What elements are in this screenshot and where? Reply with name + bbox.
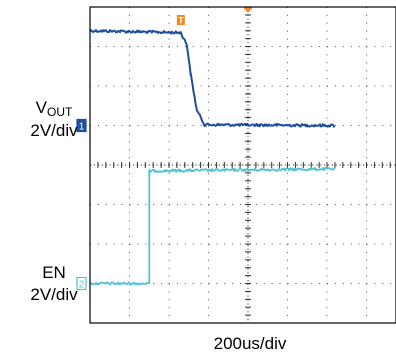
trace-vout	[89, 29, 336, 128]
traces: 12	[76, 29, 336, 291]
x-axis-label: 200us/div	[213, 334, 287, 353]
channel-2-marker	[76, 276, 87, 291]
graticule	[90, 7, 396, 324]
channel-1-marker	[76, 118, 87, 133]
channel-2-marker-label: 2	[79, 280, 85, 291]
markers: T	[176, 7, 253, 26]
vout-label: VOUT	[22, 98, 86, 122]
en-label: EN	[42, 263, 66, 282]
trigger-marker	[176, 15, 185, 25]
trace-en	[89, 166, 336, 286]
vout-label-sub: OUT	[47, 105, 73, 119]
vout-label-main: V	[35, 98, 47, 117]
vout-scale-label: 2V/div	[30, 121, 78, 140]
trigger-position-marker	[243, 7, 253, 13]
trigger-marker-label: T	[178, 16, 184, 26]
plot-frame	[89, 6, 396, 324]
en-scale-label: 2V/div	[30, 285, 78, 304]
channel-1-marker-label: 1	[79, 122, 85, 133]
